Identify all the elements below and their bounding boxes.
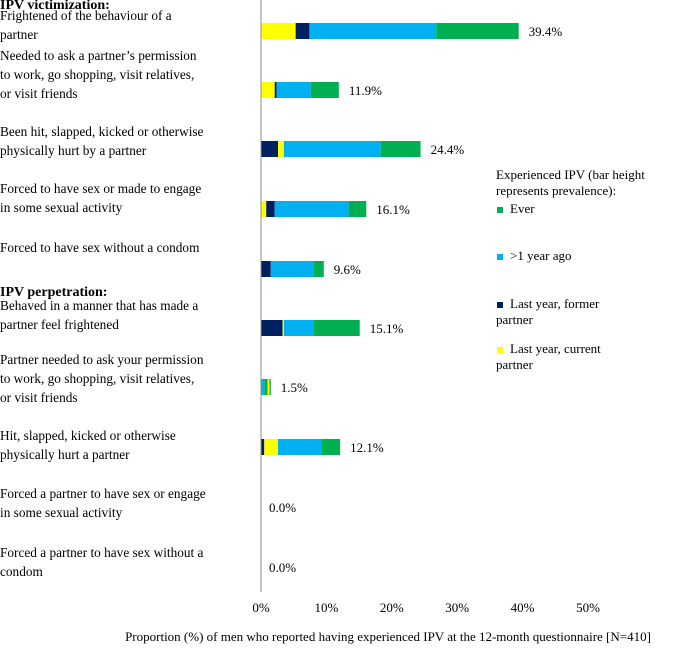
bar-segment-over1 [261, 379, 265, 395]
bar-segment-former [261, 141, 278, 157]
bar-segment-current [261, 23, 296, 39]
group-heading: IPV perpetration: [0, 285, 107, 300]
bar-segment-ever [313, 261, 324, 277]
data-label: 0.0% [269, 560, 296, 575]
data-label: 1.5% [281, 380, 308, 395]
x-tick-label: 30% [445, 600, 469, 615]
legend-label-former: Last year, former partner [496, 296, 600, 327]
bar-segment-current [267, 379, 270, 395]
bar-segment-former [261, 439, 265, 455]
bar-segment-over1 [274, 201, 349, 217]
bar-segment-over1 [283, 320, 314, 336]
category-label: Hit, slapped, kicked or otherwise physica… [0, 428, 176, 462]
legend-swatch-current [497, 347, 503, 353]
x-axis-title: Proportion (%) of men who reported havin… [125, 629, 651, 644]
group-heading: IPV victimization: [0, 0, 110, 13]
data-label: 12.1% [350, 440, 384, 455]
legend-swatch-former [497, 302, 503, 308]
bar-segment-ever [310, 82, 339, 98]
bar-segment-current [261, 201, 267, 217]
category-label: Forced a partner to have sex or engage in… [0, 486, 206, 520]
bar-segment-former [261, 261, 271, 277]
category-label: Forced a partner to have sex without a co… [0, 545, 204, 579]
category-label: Behaved in a manner that has made a partn… [0, 298, 198, 332]
bar-segment-former [266, 201, 275, 217]
bar-segment-over1 [278, 439, 322, 455]
bar-segment-former [295, 23, 310, 39]
legend-swatch-over1 [497, 254, 503, 260]
data-label: 16.1% [376, 202, 410, 217]
bar-segment-current [278, 141, 284, 157]
x-tick-label: 50% [576, 600, 600, 615]
category-label: Needed to ask a partner’s permission to w… [0, 48, 197, 101]
bar-segment-current [261, 82, 275, 98]
category-label: Forced to have sex or made to engage in s… [0, 181, 201, 215]
bar-segment-current [282, 320, 284, 336]
bar-segment-ever [436, 23, 519, 39]
bar-segment-over1 [309, 23, 437, 39]
bar-segment-ever [348, 201, 367, 217]
bar-segment-ever [321, 439, 341, 455]
category-label: Partner needed to ask your permission to … [0, 352, 204, 405]
data-label: 0.0% [269, 500, 296, 515]
x-tick-label: 0% [252, 600, 270, 615]
legend-label-current: Last year, current partner [496, 341, 601, 372]
x-tick-label: 20% [380, 600, 404, 615]
bar-segment-over1 [276, 82, 311, 98]
bar-segment-over1 [283, 141, 381, 157]
legend-label-over1: >1 year ago [510, 248, 571, 263]
data-label: 11.9% [349, 83, 382, 98]
bar-segment-ever [269, 379, 271, 395]
data-label: 39.4% [529, 24, 563, 39]
legend-swatch-ever [497, 207, 503, 213]
category-label: Forced to have sex without a condom [0, 240, 200, 255]
legend-label-ever: Ever [510, 201, 535, 216]
bar-segment-ever [313, 320, 360, 336]
category-label: Frightened of the behaviour of a partner [0, 8, 172, 42]
legend-title: Experienced IPV (bar height represents pr… [496, 167, 645, 198]
data-label: 9.6% [334, 262, 361, 277]
data-label: 15.1% [370, 321, 404, 336]
x-tick-label: 10% [314, 600, 338, 615]
bar-segment-former [261, 320, 283, 336]
bar-segment-former [274, 82, 277, 98]
data-label: 24.4% [431, 142, 465, 157]
category-label: Been hit, slapped, kicked or otherwise ph… [0, 124, 204, 158]
x-tick-label: 40% [511, 600, 535, 615]
bar-segment-over1 [270, 261, 314, 277]
bar-segment-ever [264, 379, 268, 395]
bar-segment-ever [380, 141, 421, 157]
bar-segment-current [264, 439, 278, 455]
